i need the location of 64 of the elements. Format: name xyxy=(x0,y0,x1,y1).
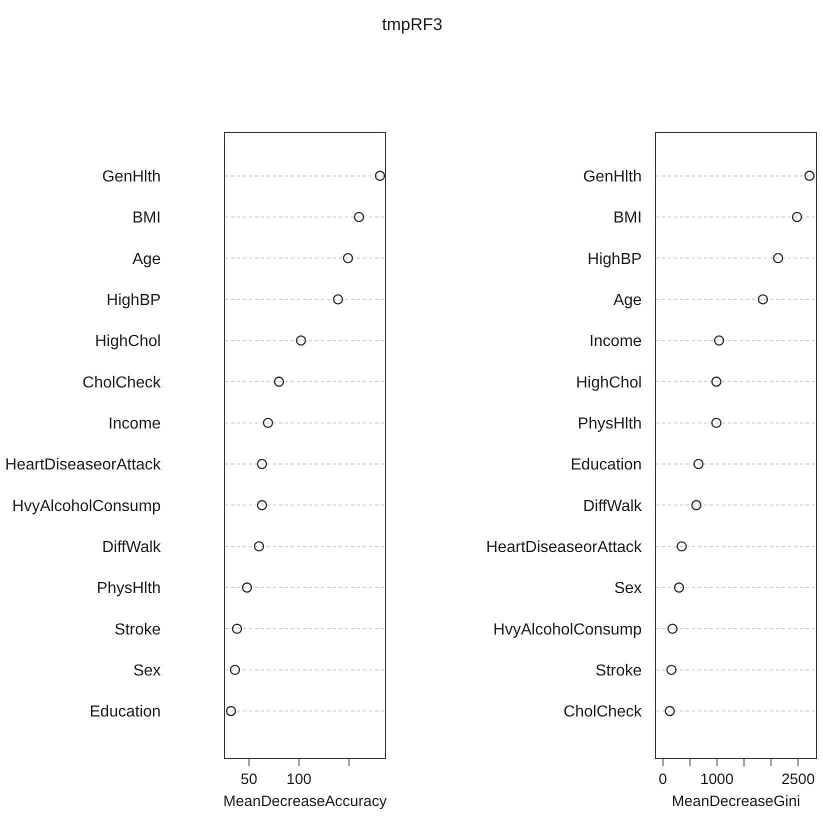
y-tick-label: Education xyxy=(90,704,161,721)
y-tick-label: GenHlth xyxy=(102,168,161,186)
point xyxy=(374,170,386,181)
point xyxy=(354,212,364,222)
y-tick-label: Income xyxy=(108,415,161,432)
y-tick-label: HeartDiseaseorAttack xyxy=(5,456,162,474)
point xyxy=(226,706,236,716)
y-tick-label: CholCheck xyxy=(82,374,162,392)
point xyxy=(666,664,677,676)
y-tick-label: HighBP xyxy=(588,250,642,268)
y-tick-label: Age xyxy=(613,292,642,309)
point xyxy=(772,253,784,264)
point xyxy=(262,418,274,428)
point xyxy=(676,541,687,552)
y-tick-label: Income xyxy=(589,333,642,350)
point xyxy=(711,418,722,428)
point xyxy=(674,582,684,593)
x-axis-title: MeanDecreaseAccuracy xyxy=(223,793,388,810)
point xyxy=(664,706,675,716)
x-tick-label: 50 xyxy=(240,771,258,788)
y-tick-label: CholCheck xyxy=(564,704,643,721)
y-tick-label: BMI xyxy=(613,210,642,227)
y-tick-label: DiffWalk xyxy=(102,538,162,556)
y-tick-label: Stroke xyxy=(114,621,161,638)
chart-title: tmpRF3 xyxy=(382,15,442,34)
y-tick-label: HvyAlcoholConsump xyxy=(493,621,642,638)
y-tick-label: HighChol xyxy=(576,374,642,392)
point xyxy=(274,376,284,387)
y-tick-label: HvyAlcoholConsump xyxy=(12,498,161,515)
y-tick-label: Education xyxy=(570,456,642,474)
point xyxy=(792,212,802,222)
y-tick-label: DiffWalk xyxy=(583,498,643,515)
y-tick-label: PhysHlth xyxy=(96,580,161,598)
y-tick-label: HighBP xyxy=(106,292,161,309)
x-tick-label: 100 xyxy=(286,771,312,788)
point xyxy=(332,294,344,304)
point xyxy=(256,500,268,510)
point xyxy=(256,458,268,470)
point xyxy=(693,458,704,470)
point xyxy=(242,582,252,593)
y-tick-label: BMI xyxy=(132,210,161,227)
y-tick-label: Stroke xyxy=(596,662,642,680)
y-tick-label: Age xyxy=(132,250,161,268)
point xyxy=(232,624,242,634)
point xyxy=(667,624,678,634)
point xyxy=(230,664,240,676)
y-tick-label: Sex xyxy=(614,580,642,598)
y-tick-label: HeartDiseaseorAttack xyxy=(486,538,643,556)
x-tick-label: 0 xyxy=(658,771,667,788)
y-tick-label: Sex xyxy=(133,662,161,680)
point xyxy=(254,541,264,552)
y-tick-label: GenHlth xyxy=(583,168,642,186)
point xyxy=(714,335,724,346)
point xyxy=(342,253,354,264)
x-axis-title: MeanDecreaseGini xyxy=(672,793,800,810)
y-tick-label: HighChol xyxy=(94,333,161,350)
point xyxy=(691,500,702,510)
y-tick-label: PhysHlth xyxy=(578,415,642,432)
point xyxy=(296,335,306,346)
point xyxy=(758,294,768,304)
point xyxy=(711,376,722,387)
x-tick-label: 2500 xyxy=(781,771,815,788)
point xyxy=(804,170,815,181)
x-tick-label: 1000 xyxy=(700,771,734,788)
